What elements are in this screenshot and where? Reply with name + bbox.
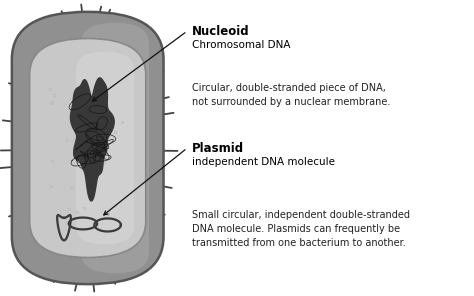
FancyBboxPatch shape — [12, 12, 164, 284]
Polygon shape — [71, 78, 114, 201]
Text: Circular, double-stranded piece of DNA,
not surrounded by a nuclear membrane.: Circular, double-stranded piece of DNA, … — [192, 83, 391, 107]
FancyBboxPatch shape — [29, 38, 146, 258]
FancyBboxPatch shape — [81, 23, 149, 273]
Text: Nucleoid: Nucleoid — [192, 25, 250, 38]
Text: Chromosomal DNA: Chromosomal DNA — [192, 40, 291, 50]
Text: Small circular, independent double-stranded
DNA molecule. Plasmids can frequentl: Small circular, independent double-stran… — [192, 210, 410, 248]
Text: independent DNA molecule: independent DNA molecule — [192, 157, 335, 167]
Text: Plasmid: Plasmid — [192, 142, 244, 155]
FancyBboxPatch shape — [76, 52, 134, 244]
